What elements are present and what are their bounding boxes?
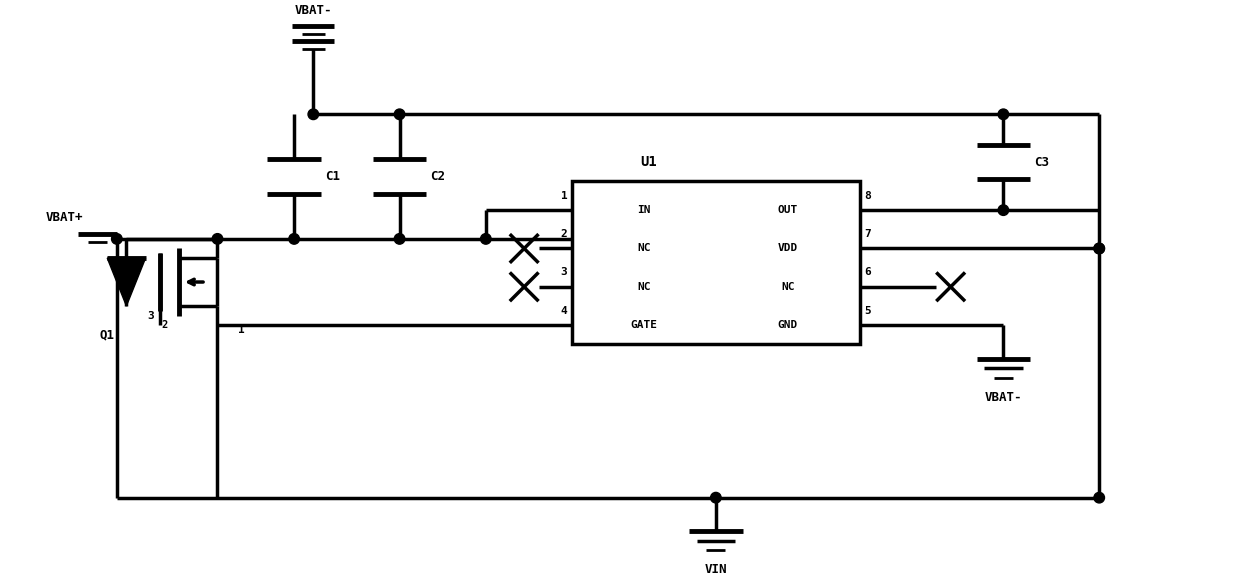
Polygon shape [107, 258, 145, 306]
Text: 8: 8 [864, 191, 872, 201]
Circle shape [481, 234, 491, 244]
Text: VBAT-: VBAT- [295, 4, 332, 17]
Circle shape [394, 234, 404, 244]
Text: VDD: VDD [777, 244, 797, 253]
Text: 1: 1 [238, 325, 244, 335]
Text: 3: 3 [148, 310, 154, 321]
Text: GND: GND [777, 320, 797, 330]
Text: GATE: GATE [630, 320, 657, 330]
Text: VBAT-: VBAT- [985, 391, 1022, 404]
Text: NC: NC [637, 282, 651, 292]
Circle shape [1094, 492, 1105, 503]
Text: Q1: Q1 [99, 328, 115, 341]
Text: 2: 2 [560, 229, 567, 239]
Circle shape [308, 109, 319, 120]
Text: VBAT+: VBAT+ [46, 211, 83, 224]
Text: 7: 7 [864, 229, 872, 239]
Text: OUT: OUT [777, 205, 797, 215]
Circle shape [711, 492, 722, 503]
Text: 5: 5 [864, 306, 872, 316]
Text: NC: NC [637, 244, 651, 253]
Circle shape [1094, 243, 1105, 254]
Bar [572, 181, 859, 344]
Circle shape [998, 205, 1008, 215]
Text: 3: 3 [560, 267, 567, 278]
Text: VIN: VIN [704, 563, 727, 576]
Text: 4: 4 [560, 306, 567, 316]
Circle shape [112, 234, 122, 244]
Text: C2: C2 [430, 170, 445, 183]
Circle shape [289, 234, 299, 244]
Text: 6: 6 [864, 267, 872, 278]
Circle shape [212, 234, 223, 244]
Circle shape [394, 109, 404, 120]
Text: IN: IN [637, 205, 651, 215]
Text: C1: C1 [325, 170, 340, 183]
Text: U1: U1 [640, 155, 657, 169]
Text: 1: 1 [560, 191, 567, 201]
Text: 2: 2 [161, 320, 167, 330]
Text: C3: C3 [1034, 156, 1049, 169]
Circle shape [1094, 243, 1105, 254]
Text: NC: NC [781, 282, 795, 292]
Circle shape [998, 109, 1008, 120]
